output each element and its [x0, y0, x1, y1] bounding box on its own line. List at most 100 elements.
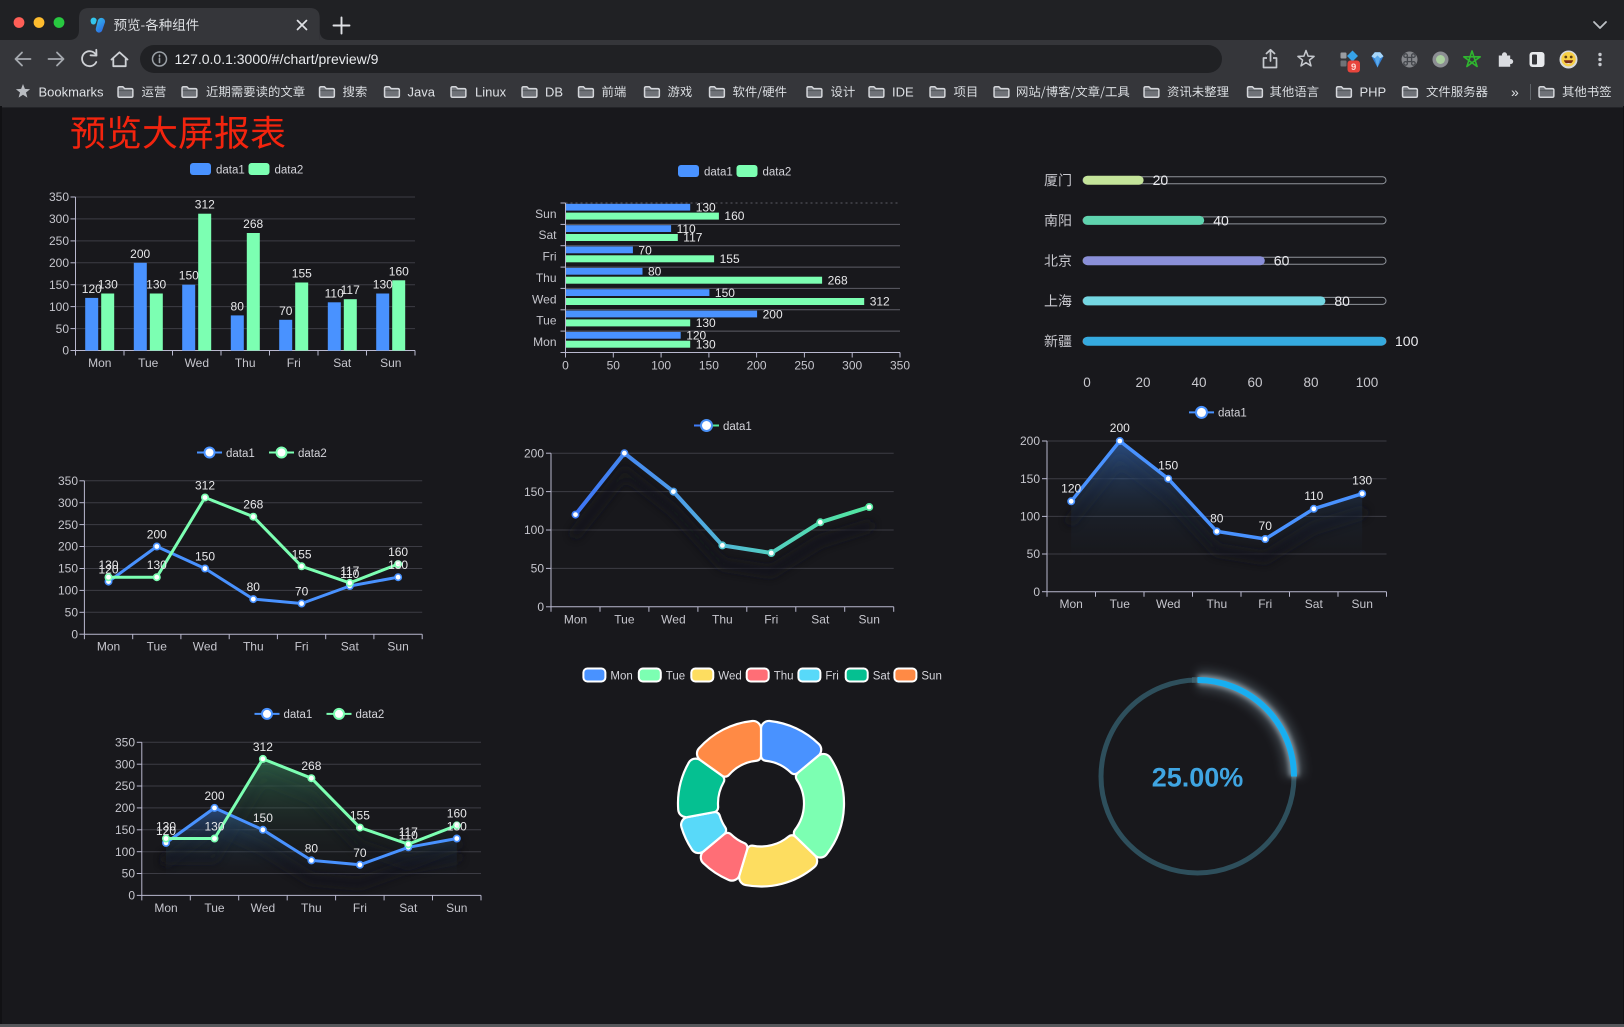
svg-text:300: 300	[58, 496, 78, 510]
svg-text:127.0.0.1:3000/#/chart/preview: 127.0.0.1:3000/#/chart/preview/9	[175, 51, 379, 67]
svg-text:100: 100	[49, 300, 69, 314]
svg-text:data1: data1	[723, 421, 752, 433]
svg-text:312: 312	[195, 198, 215, 212]
svg-text:Fri: Fri	[353, 901, 367, 915]
svg-text:120: 120	[82, 282, 102, 296]
svg-text:130: 130	[204, 820, 224, 834]
svg-text:Sun: Sun	[446, 901, 467, 915]
svg-text:0: 0	[128, 889, 135, 903]
svg-text:312: 312	[870, 295, 890, 309]
svg-text:100: 100	[1020, 510, 1040, 524]
svg-text:data2: data2	[356, 709, 385, 721]
svg-text:150: 150	[699, 359, 719, 373]
svg-text:Thu: Thu	[536, 271, 557, 285]
svg-text:Thu: Thu	[1206, 597, 1227, 611]
svg-text:117: 117	[399, 825, 418, 839]
svg-text:130: 130	[98, 558, 118, 572]
svg-text:80: 80	[247, 580, 261, 594]
svg-text:268: 268	[301, 759, 321, 773]
svg-text:data1: data1	[216, 164, 245, 176]
svg-text:130: 130	[447, 820, 467, 834]
svg-text:312: 312	[253, 740, 273, 754]
svg-text:Wed: Wed	[532, 292, 556, 306]
svg-text:50: 50	[65, 606, 79, 620]
svg-text:Wed: Wed	[718, 670, 741, 682]
svg-text:150: 150	[1020, 472, 1040, 486]
svg-text:155: 155	[292, 267, 312, 281]
svg-text:200: 200	[147, 528, 167, 542]
svg-text:Thu: Thu	[774, 670, 794, 682]
svg-text:200: 200	[1110, 421, 1130, 435]
svg-text:data1: data1	[226, 448, 255, 460]
svg-text:80: 80	[1303, 375, 1318, 390]
svg-text:100: 100	[524, 523, 544, 537]
svg-text:0: 0	[1033, 585, 1040, 599]
svg-text:350: 350	[890, 359, 910, 373]
svg-text:Wed: Wed	[1156, 597, 1180, 611]
svg-text:data1: data1	[704, 166, 733, 178]
svg-text:Sun: Sun	[859, 612, 880, 626]
svg-text:Tue: Tue	[138, 356, 159, 370]
svg-text:Wed: Wed	[185, 356, 209, 370]
svg-text:Mon: Mon	[154, 901, 177, 915]
svg-text:Fri: Fri	[1258, 597, 1272, 611]
svg-text:40: 40	[1191, 375, 1206, 390]
svg-text:data1: data1	[1218, 408, 1247, 420]
svg-text:200: 200	[115, 801, 135, 815]
svg-text:Sat: Sat	[1305, 597, 1324, 611]
svg-text:Thu: Thu	[235, 356, 256, 370]
svg-text:50: 50	[531, 562, 545, 576]
svg-text:110: 110	[325, 286, 344, 300]
svg-text:200: 200	[204, 789, 224, 803]
svg-text:Wed: Wed	[251, 901, 275, 915]
svg-text:50: 50	[607, 359, 621, 373]
svg-text:70: 70	[1259, 519, 1273, 533]
svg-text:117: 117	[683, 231, 702, 245]
svg-text:200: 200	[747, 359, 767, 373]
svg-text:25.00%: 25.00%	[1152, 763, 1244, 793]
svg-text:350: 350	[115, 736, 135, 750]
svg-text:130: 130	[98, 278, 118, 292]
svg-text:100: 100	[1356, 375, 1379, 390]
svg-text:200: 200	[130, 247, 150, 261]
svg-text:Thu: Thu	[301, 901, 322, 915]
svg-text:Sat: Sat	[811, 612, 830, 626]
svg-text:160: 160	[389, 264, 409, 278]
svg-text:80: 80	[1210, 511, 1224, 525]
svg-text:Tue: Tue	[147, 640, 168, 654]
svg-text:0: 0	[562, 359, 569, 373]
svg-text:155: 155	[292, 547, 312, 561]
svg-text:110: 110	[399, 828, 418, 842]
svg-text:Sun: Sun	[387, 640, 408, 654]
svg-text:160: 160	[388, 545, 408, 559]
svg-text:150: 150	[715, 286, 735, 300]
svg-text:150: 150	[253, 811, 273, 825]
svg-text:130: 130	[156, 820, 176, 834]
svg-text:data1: data1	[284, 709, 313, 721]
svg-text:155: 155	[720, 252, 740, 266]
svg-text:200: 200	[763, 307, 783, 321]
svg-text:150: 150	[115, 823, 135, 837]
svg-text:50: 50	[56, 322, 70, 336]
svg-text:0: 0	[71, 627, 78, 641]
svg-text:350: 350	[49, 190, 69, 204]
svg-text:80: 80	[231, 299, 245, 313]
svg-text:0: 0	[537, 600, 544, 614]
svg-text:40: 40	[1213, 212, 1229, 228]
svg-text:data2: data2	[275, 164, 304, 176]
svg-text:130: 130	[388, 558, 408, 572]
svg-text:DB: DB	[545, 84, 563, 99]
svg-text:120: 120	[686, 329, 706, 343]
svg-text:9: 9	[1351, 62, 1356, 73]
svg-text:PHP: PHP	[1360, 84, 1387, 99]
svg-text:20: 20	[1153, 172, 1169, 188]
svg-text:117: 117	[341, 283, 360, 297]
svg-text:70: 70	[353, 846, 367, 860]
svg-text:Mon: Mon	[88, 356, 111, 370]
svg-text:160: 160	[724, 209, 744, 223]
svg-text:130: 130	[373, 278, 393, 292]
svg-text:300: 300	[49, 212, 69, 226]
svg-text:130: 130	[1352, 474, 1372, 488]
svg-text:130: 130	[696, 337, 716, 351]
svg-text:0: 0	[1083, 375, 1091, 390]
